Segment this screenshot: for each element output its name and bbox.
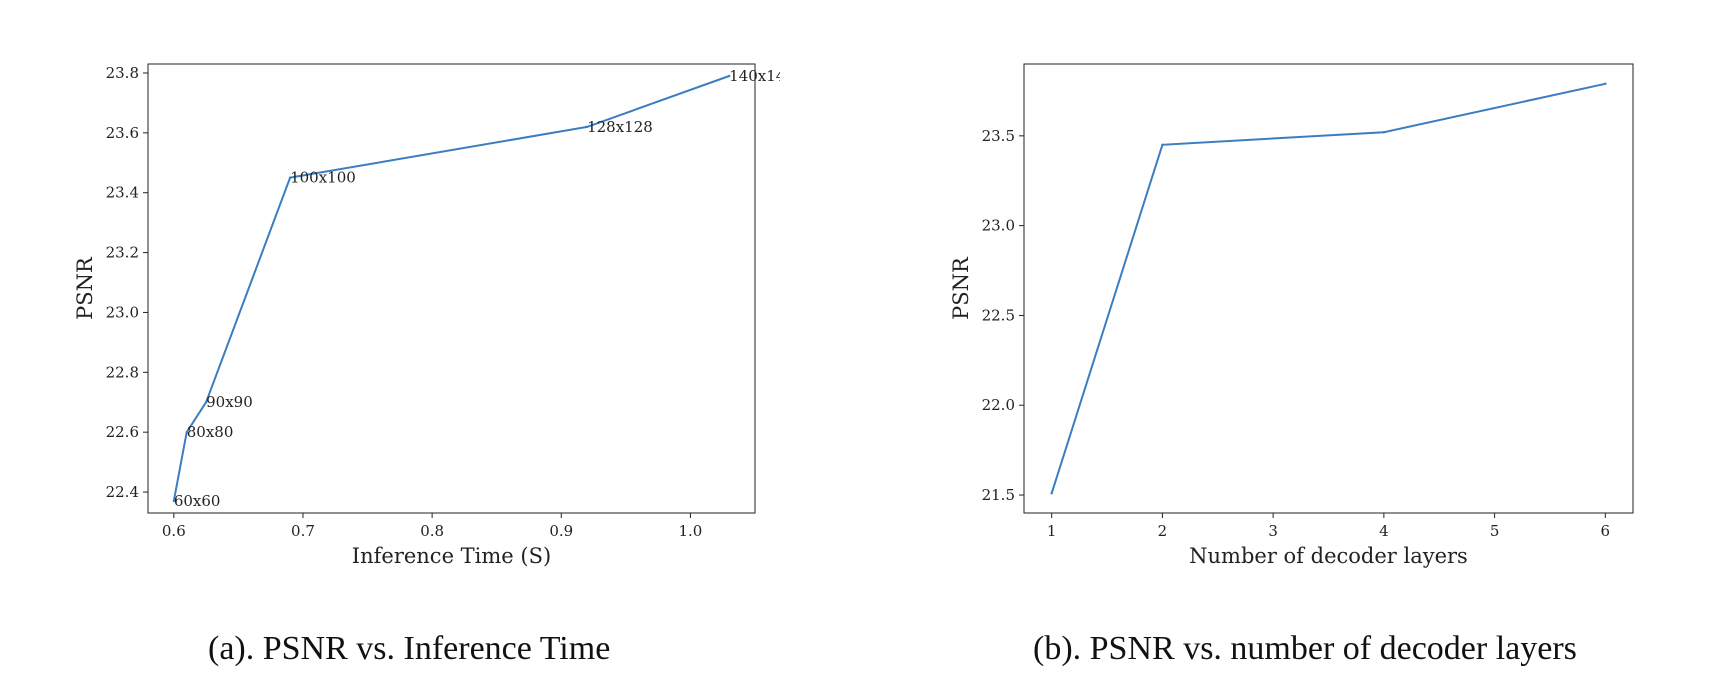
y-tick-label: 22.4 (106, 483, 139, 501)
x-tick-label: 4 (1379, 522, 1389, 540)
y-tick-label: 21.5 (982, 486, 1015, 504)
plot-frame (1023, 63, 1634, 514)
data-point (185, 430, 188, 434)
y-tick-label: 22.8 (106, 363, 139, 381)
x-tick-label: 0.7 (291, 522, 315, 540)
y-axis-label: PSNR (73, 256, 97, 320)
x-axis-label: Inference Time (S) (352, 544, 551, 568)
y-tick-label: 22.0 (982, 396, 1015, 414)
y-tick-label: 23.2 (106, 244, 139, 262)
y-axis-label: PSNR (949, 256, 973, 320)
chart-psnr-vs-decoder-layers: 1 2 3 4 5 6 21.5 22.0 22.5 23.0 23.5 Number of deco… (949, 63, 1634, 568)
y-tick-label: 23.4 (106, 184, 139, 202)
data-point (1050, 492, 1053, 495)
point-label: 100x100 (290, 169, 356, 187)
x-tick-label: 2 (1158, 522, 1168, 540)
data-point (288, 176, 292, 179)
data-point (1604, 82, 1607, 85)
y-tick-label: 23.6 (106, 124, 139, 142)
x-tick-label: 0.6 (162, 522, 186, 540)
y-tick-label: 23.8 (106, 64, 139, 82)
series-line (172, 75, 730, 502)
x-axis-label: Number of decoder layers (1189, 544, 1468, 568)
x-tick-label: 0.9 (549, 522, 573, 540)
x-tick-label: 1.0 (678, 522, 702, 540)
caption-a: (a). PSNR vs. Inference Time (208, 630, 611, 667)
point-label: 80x80 (187, 423, 234, 441)
data-point (585, 125, 589, 129)
series-line (1050, 82, 1606, 494)
x-tick-label: 1 (1047, 522, 1057, 540)
x-tick-label: 5 (1490, 522, 1500, 540)
chart-psnr-vs-inference-time: 0.6 0.7 0.8 0.9 1.0 22.4 22.6 22.8 23.0 23.2 23.4 2… (73, 63, 780, 568)
y-tick-label: 23.5 (982, 127, 1015, 145)
x-tick-label: 6 (1601, 522, 1611, 540)
point-label: 140x140 (729, 67, 780, 85)
y-tick-label: 23.0 (106, 303, 139, 321)
x-tick-label: 3 (1268, 522, 1278, 540)
point-label: 128x128 (587, 118, 653, 136)
data-point (204, 401, 208, 404)
data-point (1161, 143, 1164, 147)
point-label: 90x90 (206, 393, 253, 411)
y-tick-label: 22.6 (106, 423, 139, 441)
y-tick-label: 22.5 (982, 306, 1015, 324)
caption-b: (b). PSNR vs. number of decoder layers (1033, 630, 1577, 667)
data-point (172, 499, 176, 503)
data-point (1382, 131, 1386, 134)
plot-frame (147, 63, 756, 514)
point-label: 60x60 (174, 492, 221, 510)
y-tick-label: 23.0 (982, 217, 1015, 235)
x-tick-label: 0.8 (420, 522, 444, 540)
data-point (727, 74, 731, 78)
